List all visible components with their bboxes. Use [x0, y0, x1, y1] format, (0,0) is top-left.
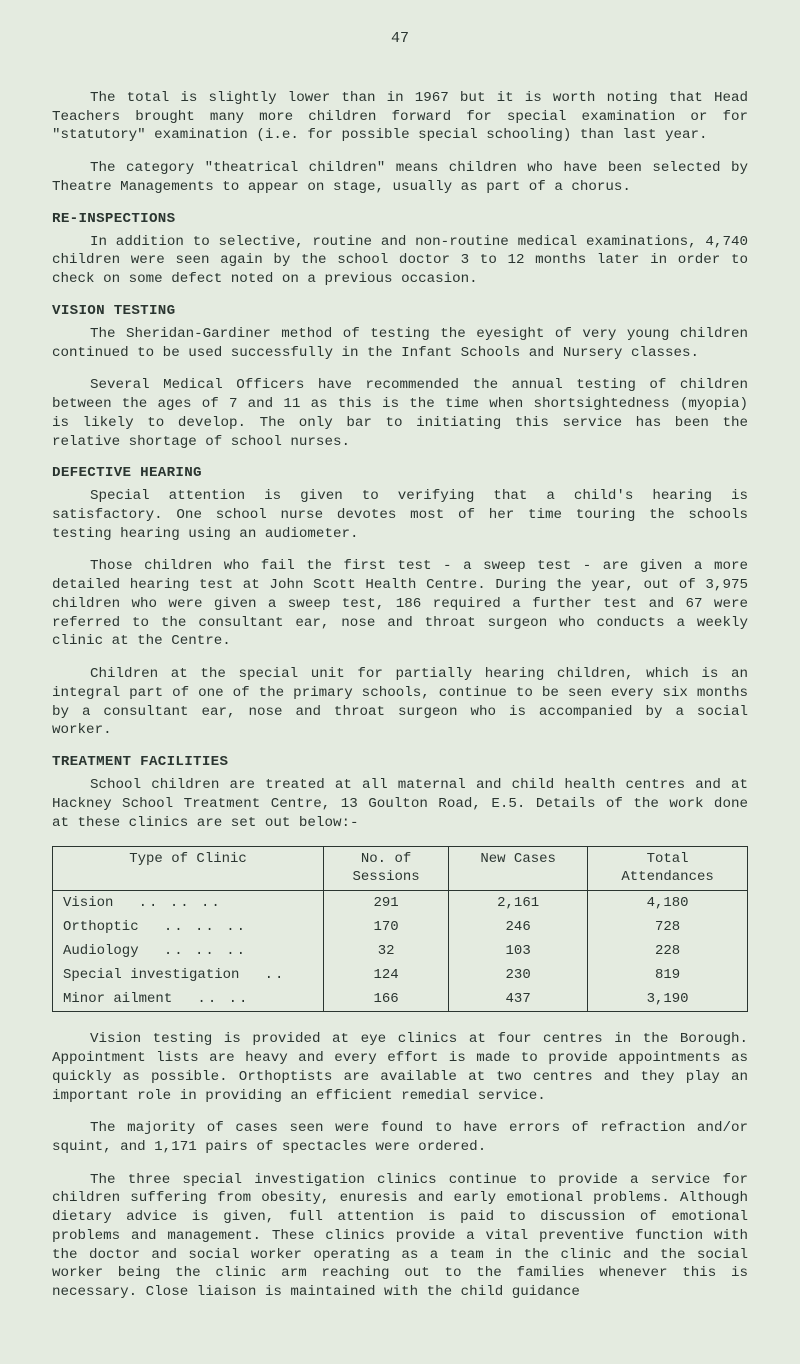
paragraph: The total is slightly lower than in 1967… [52, 89, 748, 145]
table-body: Vision .. .. ..2912,1614,180Orthoptic ..… [53, 891, 748, 1012]
paragraph: The category "theatrical children" means… [52, 159, 748, 196]
clinic-table: Type of Clinic No. ofSessions New Cases … [52, 846, 748, 1012]
cell-sessions: 170 [324, 915, 449, 939]
table-row: Vision .. .. ..2912,1614,180 [53, 891, 748, 916]
cell-cases: 103 [449, 939, 588, 963]
paragraph: Several Medical Officers have recommende… [52, 376, 748, 451]
cell-attend: 228 [588, 939, 748, 963]
cell-type: Special investigation .. [53, 963, 324, 987]
cell-cases: 2,161 [449, 891, 588, 916]
paragraph: School children are treated at all mater… [52, 776, 748, 832]
heading-defective-hearing: DEFECTIVE HEARING [52, 465, 748, 481]
paragraph: The majority of cases seen were found to… [52, 1119, 748, 1156]
cell-cases: 246 [449, 915, 588, 939]
col-attend: TotalAttendances [588, 847, 748, 891]
heading-treatment-facilities: TREATMENT FACILITIES [52, 754, 748, 770]
table-row: Minor ailment .. ..1664373,190 [53, 987, 748, 1012]
paragraph: Children at the special unit for partial… [52, 665, 748, 740]
paragraph: Vision testing is provided at eye clinic… [52, 1030, 748, 1105]
table-row: Audiology .. .. ..32103228 [53, 939, 748, 963]
cell-type: Minor ailment .. .. [53, 987, 324, 1012]
cell-type: Vision .. .. .. [53, 891, 324, 916]
heading-vision-testing: VISION TESTING [52, 303, 748, 319]
cell-attend: 4,180 [588, 891, 748, 916]
cell-cases: 230 [449, 963, 588, 987]
cell-sessions: 166 [324, 987, 449, 1012]
cell-attend: 819 [588, 963, 748, 987]
cell-cases: 437 [449, 987, 588, 1012]
page-number: 47 [52, 30, 748, 47]
paragraph: The Sheridan-Gardiner method of testing … [52, 325, 748, 362]
cell-type: Orthoptic .. .. .. [53, 915, 324, 939]
heading-reinspections: RE-INSPECTIONS [52, 211, 748, 227]
cell-sessions: 124 [324, 963, 449, 987]
cell-type: Audiology .. .. .. [53, 939, 324, 963]
col-type: Type of Clinic [53, 847, 324, 891]
col-sessions: No. ofSessions [324, 847, 449, 891]
col-newcases: New Cases [449, 847, 588, 891]
cell-attend: 728 [588, 915, 748, 939]
table-row: Special investigation ..124230819 [53, 963, 748, 987]
paragraph: Those children who fail the first test -… [52, 557, 748, 651]
paragraph: Special attention is given to verifying … [52, 487, 748, 543]
table-header-row: Type of Clinic No. ofSessions New Cases … [53, 847, 748, 891]
table-row: Orthoptic .. .. ..170246728 [53, 915, 748, 939]
paragraph: In addition to selective, routine and no… [52, 233, 748, 289]
cell-sessions: 291 [324, 891, 449, 916]
cell-attend: 3,190 [588, 987, 748, 1012]
cell-sessions: 32 [324, 939, 449, 963]
page: 47 The total is slightly lower than in 1… [0, 0, 800, 1364]
paragraph: The three special investigation clinics … [52, 1171, 748, 1302]
